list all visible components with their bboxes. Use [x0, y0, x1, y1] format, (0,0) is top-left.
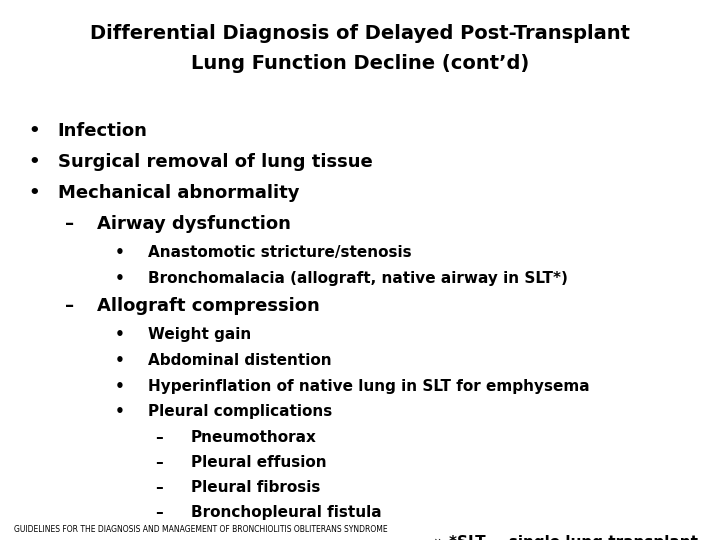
- Text: •: •: [115, 271, 125, 286]
- Text: •: •: [115, 404, 125, 420]
- Text: Pneumothorax: Pneumothorax: [191, 430, 317, 445]
- Text: Allograft compression: Allograft compression: [97, 297, 320, 315]
- Text: •: •: [115, 245, 125, 260]
- Text: Bronchopleural fistula: Bronchopleural fistula: [191, 505, 382, 520]
- Text: •: •: [115, 353, 125, 368]
- Text: –: –: [65, 215, 74, 233]
- Text: •: •: [29, 153, 40, 171]
- Text: Differential Diagnosis of Delayed Post-Transplant: Differential Diagnosis of Delayed Post-T…: [90, 24, 630, 43]
- Text: •: •: [115, 327, 125, 342]
- Text: Pleural complications: Pleural complications: [148, 404, 332, 420]
- Text: Hyperinflation of native lung in SLT for emphysema: Hyperinflation of native lung in SLT for…: [148, 379, 589, 394]
- Text: –: –: [155, 455, 163, 470]
- Text: •: •: [115, 379, 125, 394]
- Text: –: –: [155, 480, 163, 495]
- Text: GUIDELINES FOR THE DIAGNOSIS AND MANAGEMENT OF BRONCHIOLITIS OBLITERANS SYNDROME: GUIDELINES FOR THE DIAGNOSIS AND MANAGEM…: [14, 524, 388, 534]
- Text: Mechanical abnormality: Mechanical abnormality: [58, 184, 299, 202]
- Text: Surgical removal of lung tissue: Surgical removal of lung tissue: [58, 153, 372, 171]
- Text: –: –: [155, 505, 163, 520]
- Text: –: –: [65, 297, 74, 315]
- Text: •: •: [29, 184, 40, 202]
- Text: Anastomotic stricture/stenosis: Anastomotic stricture/stenosis: [148, 245, 411, 260]
- Text: Pleural effusion: Pleural effusion: [191, 455, 326, 470]
- Text: Abdominal distention: Abdominal distention: [148, 353, 331, 368]
- Text: Infection: Infection: [58, 122, 148, 139]
- Text: Bronchomalacia (allograft, native airway in SLT*): Bronchomalacia (allograft, native airway…: [148, 271, 567, 286]
- Text: Lung Function Decline (cont’d): Lung Function Decline (cont’d): [191, 54, 529, 73]
- Text: Airway dysfunction: Airway dysfunction: [97, 215, 291, 233]
- Text: –: –: [155, 430, 163, 445]
- Text: » *SLT = single lung transplant: » *SLT = single lung transplant: [434, 535, 698, 540]
- Text: Weight gain: Weight gain: [148, 327, 251, 342]
- Text: Pleural fibrosis: Pleural fibrosis: [191, 480, 320, 495]
- Text: •: •: [29, 122, 40, 139]
